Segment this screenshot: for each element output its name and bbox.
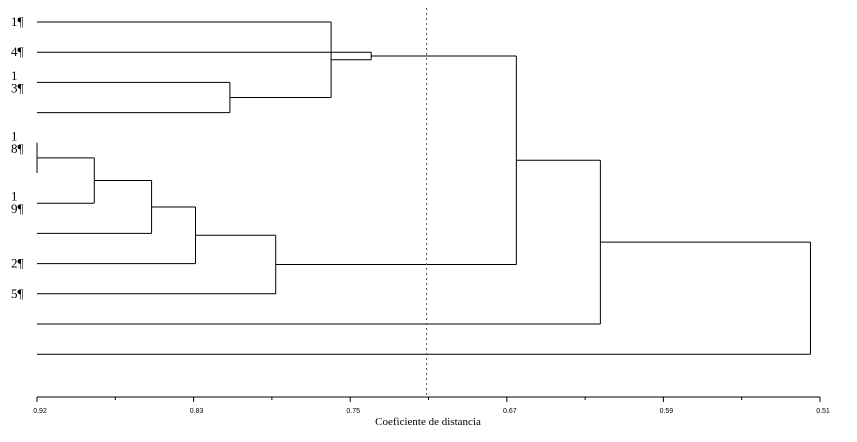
leaf-label: 9¶ bbox=[11, 201, 24, 216]
leaf-label: 4¶ bbox=[11, 44, 24, 59]
dendrogram-branches bbox=[36, 21, 811, 355]
x-axis-tick-label: 0.92 bbox=[33, 408, 47, 415]
leaf-labels: 1¶4¶13¶18¶19¶2¶5¶ bbox=[11, 14, 24, 301]
x-axis-tick-labels: 0.92 0.83 0.75 0.67 0.59 0.51 bbox=[33, 397, 830, 415]
leaf-label: 1 bbox=[11, 68, 18, 83]
leaf-label: 2¶ bbox=[11, 256, 24, 271]
leaf-label: 1 bbox=[11, 189, 18, 204]
x-axis-tick-label: 0.67 bbox=[503, 408, 517, 415]
leaf-label: 1¶ bbox=[11, 14, 24, 29]
leaf-label: 3¶ bbox=[11, 80, 24, 95]
x-axis-tick-label: 0.51 bbox=[816, 408, 830, 415]
leaf-label: 1 bbox=[11, 128, 18, 143]
leaf-label: 8¶ bbox=[11, 141, 24, 156]
x-axis-tick-label: 0.75 bbox=[346, 408, 360, 415]
x-axis-tick-label: 0.83 bbox=[190, 408, 204, 415]
x-axis-minor-ticks bbox=[114, 397, 743, 400]
x-axis-title: Coeficiente de distancia bbox=[375, 416, 481, 428]
x-axis-tick-label: 0.59 bbox=[660, 408, 674, 415]
leaf-label: 5¶ bbox=[11, 286, 24, 301]
